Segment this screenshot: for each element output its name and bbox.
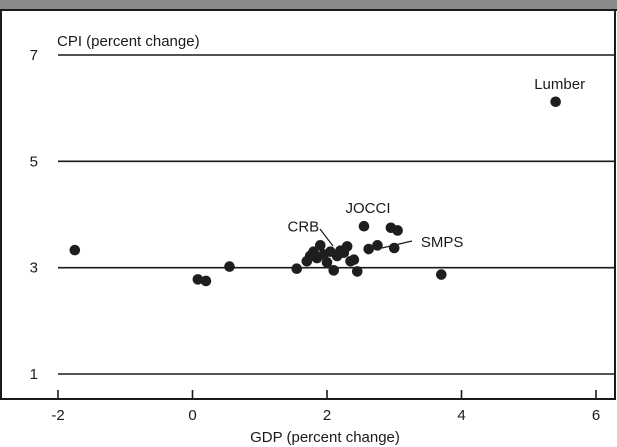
data-point xyxy=(200,275,212,287)
annotation-label: JOCCI xyxy=(345,200,390,217)
data-point xyxy=(328,265,340,276)
top-border-band xyxy=(0,0,617,9)
x-axis-title: GDP (percent change) xyxy=(250,429,400,446)
x-tick-label: 2 xyxy=(323,407,331,424)
annotation-label: SMPS xyxy=(421,234,464,251)
data-point xyxy=(224,261,235,272)
data-point xyxy=(388,242,400,254)
y-tick-label: 7 xyxy=(30,47,38,64)
annotations: Lumber JOCCI SMPS CRB xyxy=(288,76,586,251)
data-points xyxy=(69,96,561,287)
x-tick-label: 0 xyxy=(188,407,196,424)
y-axis-title: CPI (percent change) xyxy=(57,33,200,50)
data-point xyxy=(69,244,81,256)
data-point xyxy=(348,254,360,265)
data-point xyxy=(321,257,333,268)
data-point xyxy=(392,225,403,236)
data-point xyxy=(358,220,370,232)
data-point xyxy=(341,241,353,252)
annotation-label: CRB xyxy=(288,219,320,236)
data-point xyxy=(363,243,374,255)
data-point xyxy=(314,240,326,251)
annotation-leader xyxy=(319,228,334,247)
data-point xyxy=(351,266,363,277)
x-tick-labels: -2 0 2 4 6 xyxy=(51,390,600,424)
y-tick-label: 3 xyxy=(30,260,38,277)
data-point xyxy=(291,263,303,275)
data-point xyxy=(436,269,447,280)
y-tick-labels: 1 3 5 7 xyxy=(30,47,38,383)
x-tick-label: 6 xyxy=(592,407,600,424)
y-tick-label: 1 xyxy=(30,366,38,383)
annotation-label: Lumber xyxy=(534,76,585,93)
y-tick-label: 5 xyxy=(30,153,38,170)
data-point xyxy=(372,240,383,251)
data-point xyxy=(550,96,561,108)
x-tick-label: -2 xyxy=(51,407,64,424)
data-point xyxy=(192,274,204,285)
x-tick-label: 4 xyxy=(457,407,465,424)
